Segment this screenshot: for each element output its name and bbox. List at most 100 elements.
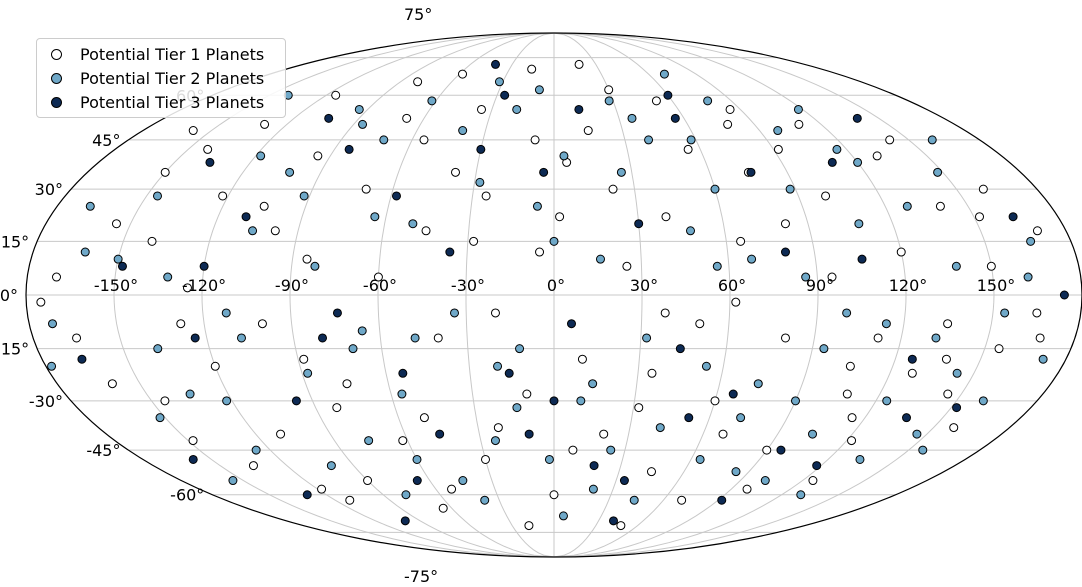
y-tick-label: -60° xyxy=(170,486,204,505)
point-tier-3 xyxy=(188,454,198,464)
point-tier-2 xyxy=(918,445,928,455)
point-tier-2 xyxy=(686,226,696,236)
point-tier-2 xyxy=(549,236,559,246)
longitude-gridline xyxy=(553,32,995,558)
point-tier-1 xyxy=(568,445,578,455)
point-tier-2 xyxy=(1023,272,1033,282)
point-tier-1 xyxy=(762,445,772,455)
point-tier-1 xyxy=(661,212,671,222)
point-tier-1 xyxy=(421,226,431,236)
point-tier-2 xyxy=(576,396,586,406)
point-tier-2 xyxy=(760,476,770,486)
point-tier-3 xyxy=(344,144,354,154)
point-tier-1 xyxy=(481,454,491,464)
point-tier-2 xyxy=(773,126,783,136)
longitude-gridline xyxy=(553,32,907,558)
y-tick-label: 75° xyxy=(404,5,432,24)
point-tier-2 xyxy=(606,445,616,455)
point-tier-2 xyxy=(408,219,418,229)
point-tier-1 xyxy=(419,413,429,423)
point-tier-1 xyxy=(490,308,500,318)
point-tier-2 xyxy=(832,144,842,154)
point-tier-1 xyxy=(604,85,614,95)
point-tier-1 xyxy=(447,484,457,494)
point-tier-1 xyxy=(363,476,373,486)
point-tier-2 xyxy=(236,333,246,343)
point-tier-1 xyxy=(873,333,883,343)
point-tier-1 xyxy=(742,484,752,494)
point-tier-2 xyxy=(427,96,437,106)
point-tier-2 xyxy=(228,476,238,486)
point-tier-1 xyxy=(257,319,267,329)
point-tier-1 xyxy=(36,297,46,307)
x-tick-label: -90° xyxy=(275,276,309,295)
point-tier-2 xyxy=(1038,354,1048,364)
longitude-gridline xyxy=(201,32,555,558)
point-tier-3 xyxy=(670,113,680,123)
point-tier-2 xyxy=(397,389,407,399)
point-tier-1 xyxy=(710,396,720,406)
point-tier-3 xyxy=(500,90,510,100)
point-tier-2 xyxy=(642,333,652,343)
point-tier-2 xyxy=(736,413,746,423)
point-tier-1 xyxy=(821,191,831,201)
point-tier-1 xyxy=(731,297,741,307)
point-tier-2 xyxy=(588,484,598,494)
point-tier-1 xyxy=(935,201,945,211)
point-tier-1 xyxy=(188,436,198,446)
point-tier-3 xyxy=(776,445,786,455)
point-tier-1 xyxy=(845,361,855,371)
point-tier-1 xyxy=(1032,226,1042,236)
x-tick-label: 120° xyxy=(889,276,928,295)
legend-marker-tier-3 xyxy=(51,96,62,108)
point-tier-1 xyxy=(943,319,953,329)
point-tier-2 xyxy=(588,379,598,389)
x-tick-label: 90° xyxy=(806,276,834,295)
point-tier-3 xyxy=(549,396,559,406)
y-tick-label: 30° xyxy=(35,180,63,199)
point-tier-2 xyxy=(480,495,490,505)
point-tier-3 xyxy=(302,490,312,500)
x-tick-label: -120° xyxy=(182,276,226,295)
point-tier-2 xyxy=(952,368,962,378)
point-tier-1 xyxy=(522,389,532,399)
point-tier-1 xyxy=(647,368,657,378)
point-tier-1 xyxy=(736,236,746,246)
point-tier-1 xyxy=(555,212,565,222)
point-tier-1 xyxy=(402,113,412,123)
y-tick-label: 15° xyxy=(1,232,29,251)
point-tier-2 xyxy=(153,344,163,354)
tick-labels: -150° -120° -90° -60° -30° 0° 30° 60° 90° 120° 150… xyxy=(0,5,1015,586)
point-tier-2 xyxy=(604,96,614,106)
point-tier-2 xyxy=(401,490,411,500)
point-tier-1 xyxy=(574,59,584,69)
point-tier-1 xyxy=(994,344,1004,354)
point-tier-3 xyxy=(827,157,837,167)
point-tier-2 xyxy=(490,436,500,446)
point-tier-3 xyxy=(717,495,727,505)
point-tier-1 xyxy=(872,151,882,161)
point-tier-1 xyxy=(847,413,857,423)
point-tier-3 xyxy=(391,191,401,201)
point-tier-1 xyxy=(342,379,352,389)
point-tier-1 xyxy=(1032,308,1042,318)
legend-item-tier-1: Potential Tier 1 Planets xyxy=(43,42,279,66)
point-tier-2 xyxy=(627,113,637,123)
point-tier-2 xyxy=(703,96,713,106)
point-tier-1 xyxy=(634,403,644,413)
point-tier-2 xyxy=(931,333,941,343)
legend: Potential Tier 1 Planets Potential Tier … xyxy=(36,38,286,118)
point-tier-1 xyxy=(718,429,728,439)
point-tier-3 xyxy=(241,212,251,222)
point-tier-2 xyxy=(256,151,266,161)
point-tier-1 xyxy=(827,272,837,282)
point-tier-2 xyxy=(978,396,988,406)
point-tier-1 xyxy=(481,191,491,201)
point-tier-1 xyxy=(885,135,895,145)
point-tier-1 xyxy=(313,151,323,161)
point-tier-2 xyxy=(370,212,380,222)
point-tier-2 xyxy=(534,85,544,95)
point-tier-2 xyxy=(712,261,722,271)
x-tick-label: -30° xyxy=(451,276,485,295)
